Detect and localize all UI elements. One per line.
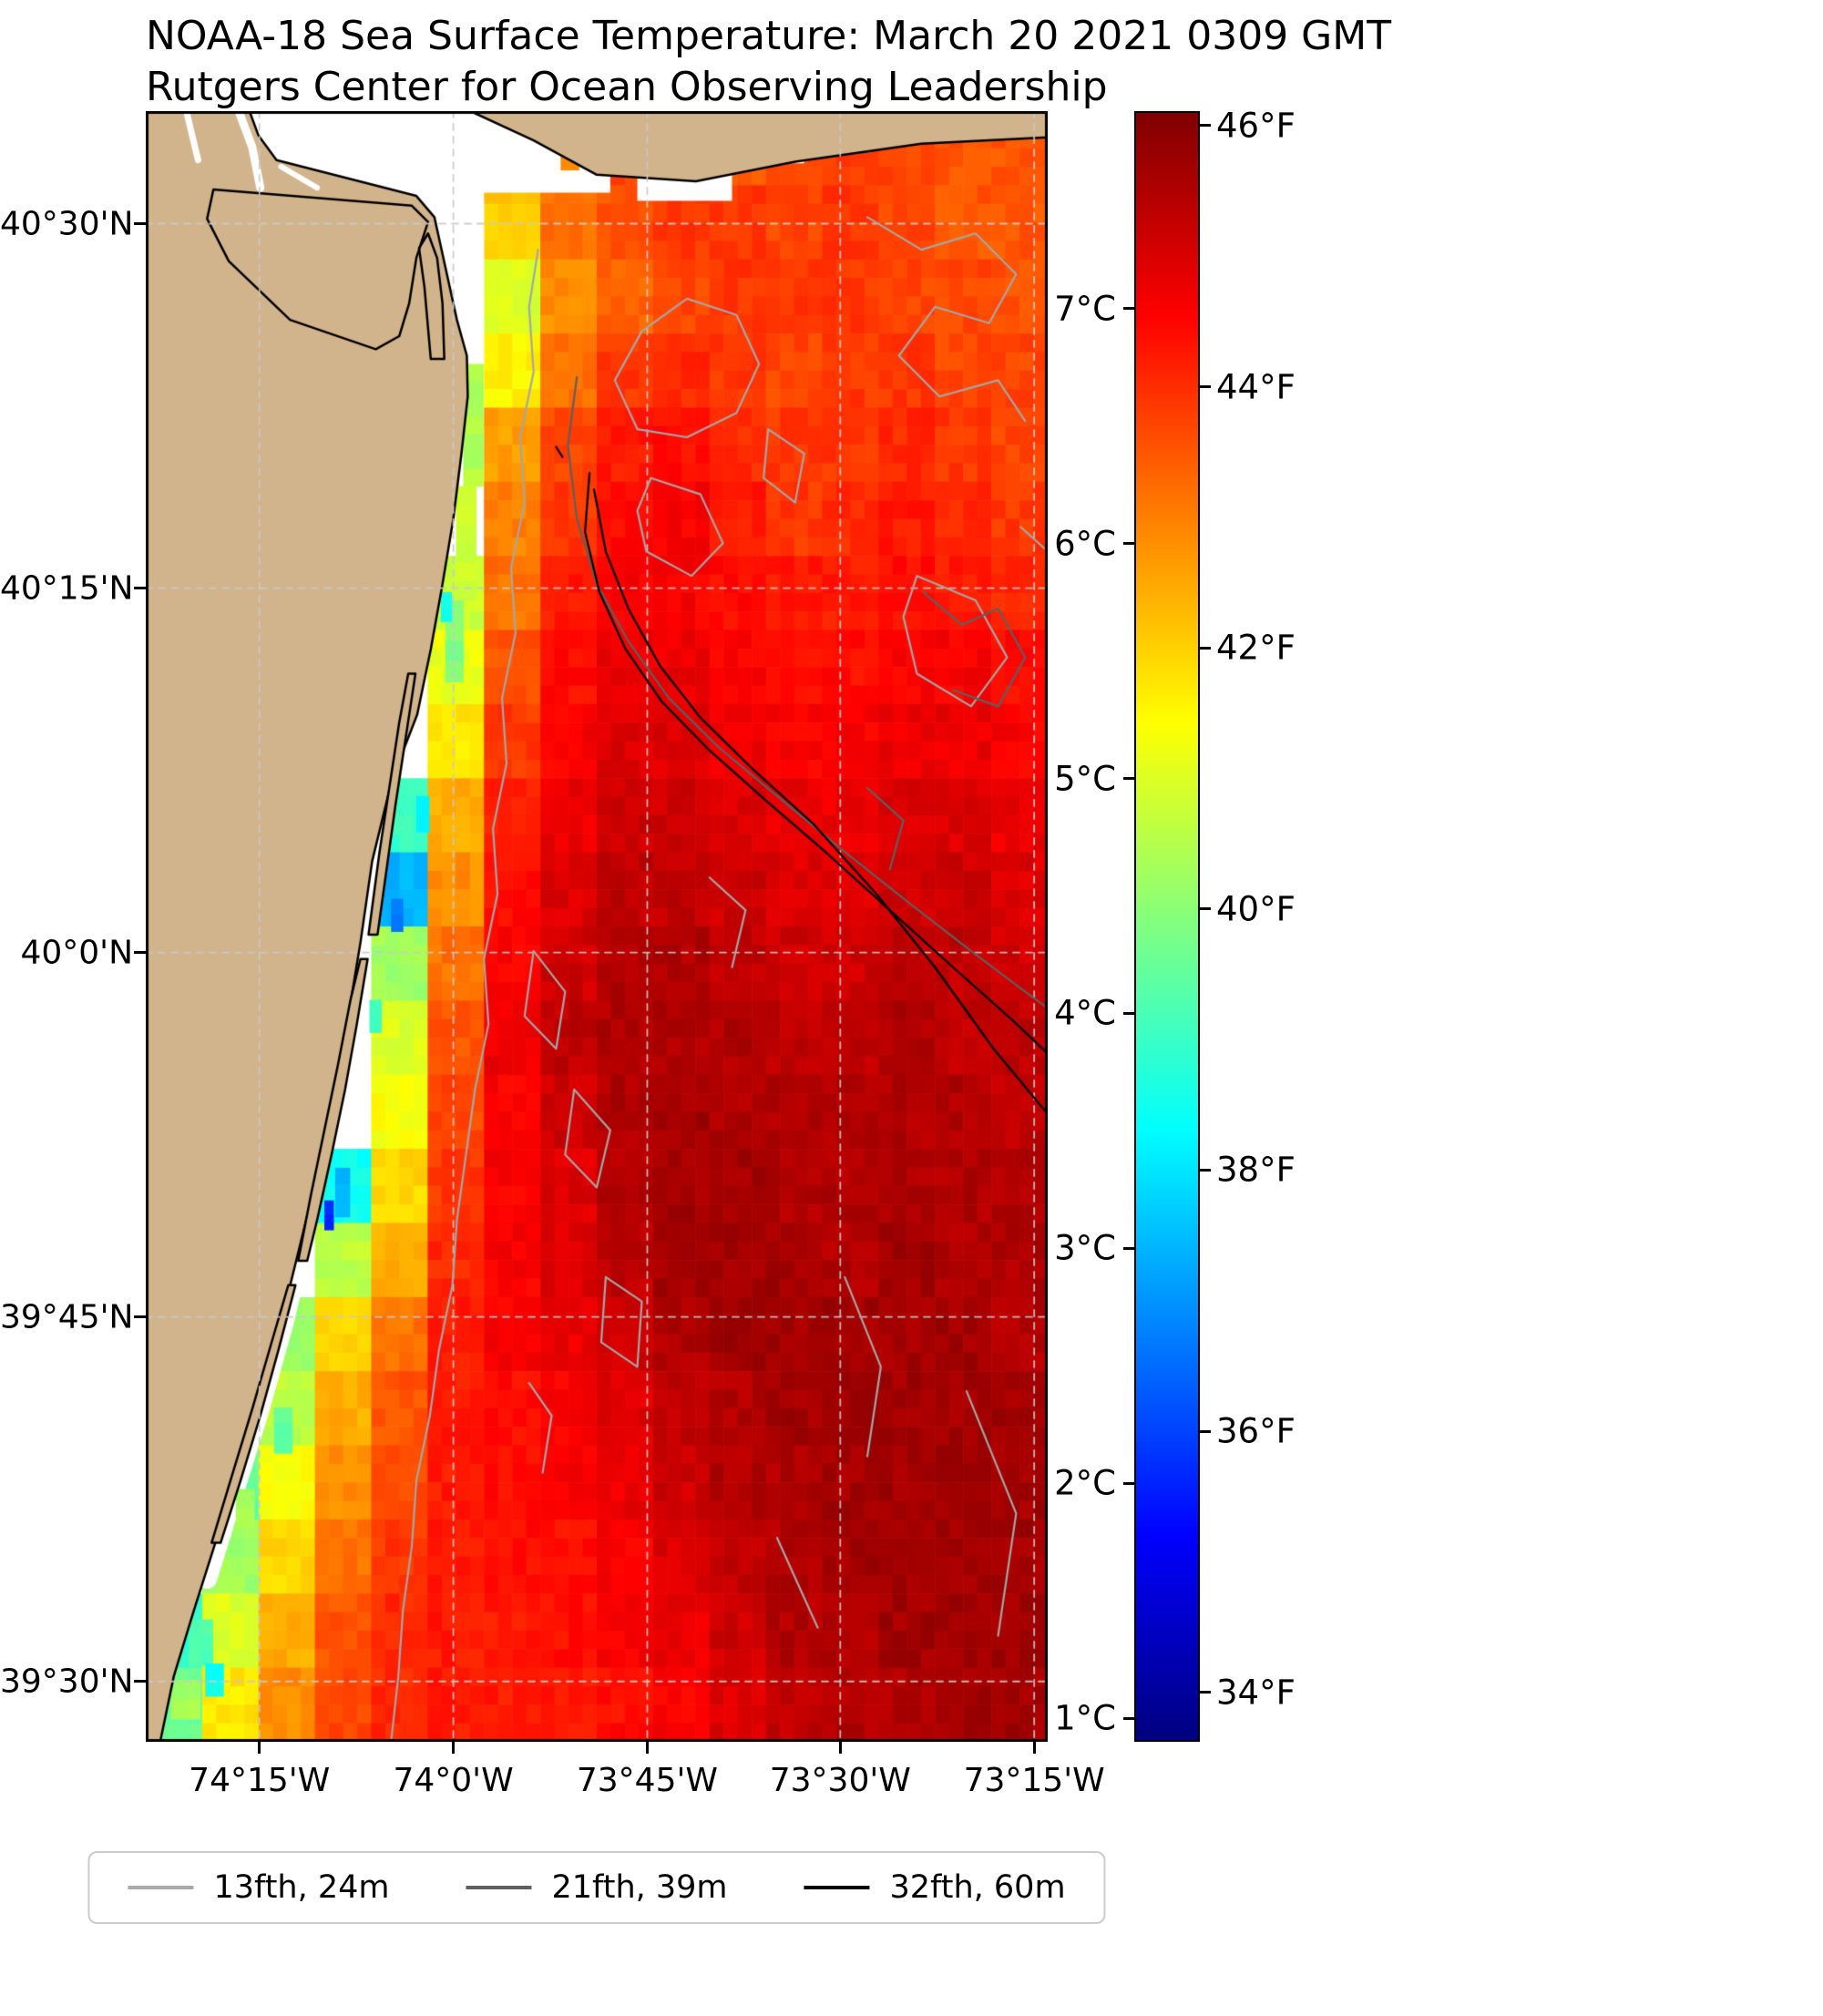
legend-item: 32fth, 60m (804, 1869, 1066, 1906)
colorbar-tick-c (1123, 1246, 1134, 1250)
y-tick (134, 587, 146, 590)
colorbar-label-c: 7°C (1054, 289, 1116, 329)
legend-line-swatch (128, 1886, 194, 1889)
chart-title: NOAA-18 Sea Surface Temperature: March 2… (146, 13, 1392, 59)
x-tick-label: 74°0'W (393, 1762, 514, 1799)
colorbar-label-c: 1°C (1054, 1698, 1116, 1738)
x-tick (838, 1742, 842, 1754)
colorbar-label-f: 42°F (1216, 628, 1296, 668)
legend: 13fth, 24m 21fth, 39m 32fth, 60m (87, 1851, 1106, 1924)
chart-subtitle: Rutgers Center for Ocean Observing Leade… (146, 64, 1108, 110)
y-tick (134, 951, 146, 955)
legend-line-swatch (804, 1886, 870, 1889)
colorbar-label-f: 34°F (1216, 1673, 1296, 1713)
x-tick-label: 73°30'W (769, 1762, 911, 1799)
colorbar-label-c: 4°C (1054, 993, 1116, 1033)
colorbar-label-f: 44°F (1216, 367, 1296, 407)
colorbar-tick-c (1123, 1011, 1134, 1015)
colorbar-label-c: 3°C (1054, 1228, 1116, 1268)
colorbar-tick-c (1123, 1716, 1134, 1720)
colorbar-tick-f (1200, 1691, 1211, 1694)
x-tick-label: 73°15'W (963, 1762, 1105, 1799)
legend-line-swatch (466, 1886, 532, 1889)
legend-item: 13fth, 24m (128, 1869, 389, 1906)
colorbar-tick-f (1200, 646, 1211, 650)
colorbar-label-c: 5°C (1054, 759, 1116, 798)
y-tick (134, 1315, 146, 1319)
colorbar-gradient (1136, 113, 1198, 1740)
colorbar-tick-c (1123, 1481, 1134, 1485)
colorbar-label-f: 36°F (1216, 1411, 1296, 1451)
sst-map-canvas (146, 111, 1048, 1742)
y-tick (134, 1680, 146, 1683)
colorbar-label-f: 40°F (1216, 889, 1296, 929)
y-tick-label: 39°45'N (0, 1298, 134, 1336)
colorbar-tick-c (1123, 307, 1134, 311)
legend-item-label: 21fth, 39m (551, 1869, 728, 1906)
colorbar-tick-f (1200, 124, 1211, 128)
x-tick-label: 74°15'W (189, 1762, 331, 1799)
colorbar-tick-f (1200, 385, 1211, 389)
y-tick (134, 222, 146, 225)
legend-item-label: 32fth, 60m (889, 1869, 1066, 1906)
colorbar-label-f: 38°F (1216, 1150, 1296, 1190)
x-tick-label: 73°45'W (576, 1762, 718, 1799)
legend-item-label: 13fth, 24m (213, 1869, 390, 1906)
colorbar-tick-f (1200, 907, 1211, 911)
y-tick-label: 40°30'N (0, 205, 134, 242)
x-tick (1032, 1742, 1036, 1754)
x-tick (645, 1742, 649, 1754)
colorbar-tick-c (1123, 542, 1134, 546)
colorbar-tick-c (1123, 777, 1134, 780)
x-tick (452, 1742, 456, 1754)
x-tick (258, 1742, 261, 1754)
colorbar (1134, 111, 1200, 1742)
colorbar-label-c: 2°C (1054, 1463, 1116, 1503)
colorbar-tick-f (1200, 1429, 1211, 1433)
map-plot (146, 111, 1048, 1742)
colorbar-label-c: 6°C (1054, 524, 1116, 564)
colorbar-label-f: 46°F (1216, 106, 1296, 146)
legend-item: 21fth, 39m (466, 1869, 728, 1906)
y-tick-label: 40°15'N (0, 569, 134, 608)
colorbar-tick-f (1200, 1168, 1211, 1172)
y-tick-label: 40°0'N (20, 934, 133, 972)
y-tick-label: 39°30'N (0, 1663, 134, 1701)
